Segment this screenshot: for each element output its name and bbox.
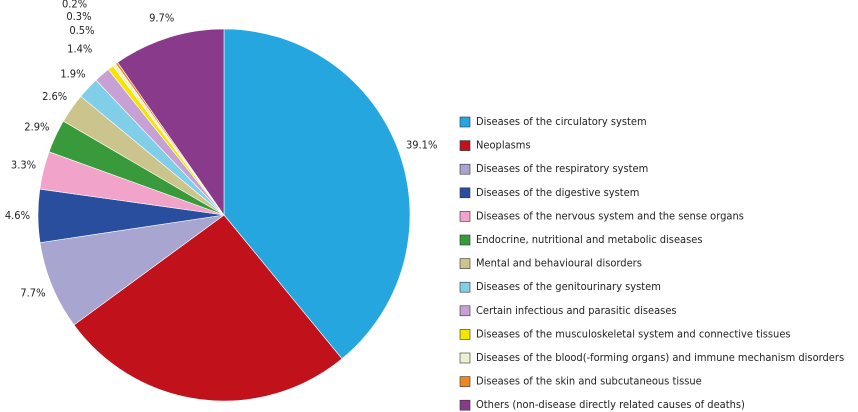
legend-label: Diseases of the musculoskeletal system a… <box>476 327 791 340</box>
legend-label: Diseases of the blood(-forming organs) a… <box>476 351 844 364</box>
legend-label: Endocrine, nutritional and metabolic dis… <box>476 233 703 246</box>
legend-swatch <box>459 187 471 199</box>
pie-slice <box>73 214 343 402</box>
data-label: 1.4% <box>67 43 92 56</box>
legend-label: Certain infectious and parasitic disease… <box>476 304 677 317</box>
data-label: 4.6% <box>5 209 30 222</box>
data-label: 1.9% <box>60 67 85 80</box>
legend-label: Others (non-disease directly related cau… <box>476 398 745 411</box>
legend-swatch <box>459 281 471 293</box>
legend-swatch <box>459 399 471 411</box>
pie-slice <box>117 28 225 216</box>
legend-label: Diseases of the genitourinary system <box>476 280 661 293</box>
data-label: 7.7% <box>20 286 45 299</box>
legend-swatch <box>459 211 471 222</box>
legend-swatch <box>459 258 471 269</box>
legend-swatch <box>459 140 471 151</box>
legend-swatch <box>459 305 471 317</box>
legend-label: Diseases of the skin and subcutaneous ti… <box>476 375 702 388</box>
legend-swatch <box>459 234 471 246</box>
legend-label: Neoplasms <box>476 139 531 152</box>
legend-label: Mental and behavioural disorders <box>476 257 642 270</box>
data-label: 3.3% <box>11 158 36 171</box>
data-label: 0.3% <box>66 10 91 23</box>
legend-swatch <box>459 329 471 340</box>
legend-label: Diseases of the digestive system <box>476 186 639 199</box>
data-label: 2.6% <box>42 90 67 103</box>
data-label: 9.7% <box>149 11 174 24</box>
legend-swatch <box>459 352 471 364</box>
pie-slice <box>223 28 411 360</box>
data-label: 0.5% <box>69 24 94 37</box>
legend-swatch <box>459 163 471 175</box>
legend-swatch <box>459 116 471 128</box>
data-label: 0.2% <box>62 0 87 10</box>
legend-label: Diseases of the nervous system and the s… <box>476 209 744 222</box>
data-label: 39.1% <box>406 139 437 152</box>
legend-label: Diseases of the circulatory system <box>476 115 647 128</box>
legend-swatch <box>459 376 471 387</box>
data-label: 2.9% <box>24 121 49 134</box>
legend-label: Diseases of the respiratory system <box>476 162 648 175</box>
